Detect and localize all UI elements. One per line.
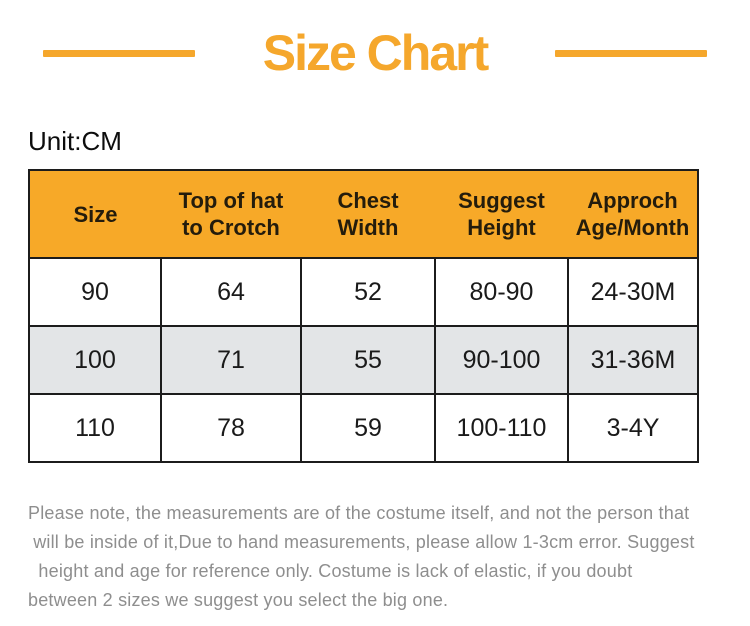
table-row-size-100: 100 71 55 90-100 31-36M [28,325,699,395]
table-cell: 31-36M [567,325,699,395]
size-table: Size Top of hat to Crotch Chest Width Su… [28,169,699,463]
table-cell: 71 [160,325,302,395]
column-header-top-of-hat-to-crotch: Top of hat to Crotch [161,169,301,259]
table-cell: 100-110 [434,393,569,463]
table-header-row: Size Top of hat to Crotch Chest Width Su… [28,169,699,259]
note-line: between 2 sizes we suggest you select th… [28,590,449,610]
title-decoration-right-bar [555,49,708,57]
note-line: Please note, the measurements are of the… [28,503,690,523]
unit-label: Unit:CM [28,126,122,156]
table-cell: 3-4Y [567,393,699,463]
measurement-note: Please note, the measurements are of the… [28,499,750,615]
table-cell: 52 [300,257,436,327]
table-cell: 110 [28,393,162,463]
table-cell: 90 [28,257,162,327]
column-header-approch-age-month: Approch Age/Month [568,169,699,259]
table-cell: 64 [160,257,302,327]
table-cell: 80-90 [434,257,569,327]
table-cell: 90-100 [434,325,569,395]
column-header-suggest-height: Suggest Height [435,169,568,259]
table-row-size-110: 110 78 59 100-110 3-4Y [28,393,699,463]
table-cell: 24-30M [567,257,699,327]
table-cell: 100 [28,325,162,395]
page-title: Size Chart [262,25,490,81]
table-cell: 59 [300,393,436,463]
table-cell: 55 [300,325,436,395]
column-header-size: Size [28,169,161,259]
column-header-chest-width: Chest Width [301,169,435,259]
table-cell: 78 [160,393,302,463]
note-line: will be inside of it,Due to hand measure… [28,532,695,552]
title-decoration-left-bar [42,49,195,57]
table-row-size-90: 90 64 52 80-90 24-30M [28,257,699,327]
note-line: height and age for reference only. Costu… [28,561,633,581]
title-row: Size Chart [0,22,750,84]
